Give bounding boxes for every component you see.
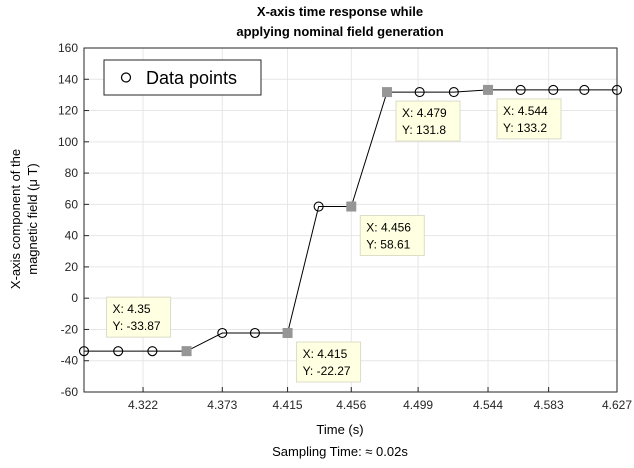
data-point-circle[interactable] [579,84,590,95]
datatip-box [359,215,425,257]
data-series [78,84,623,357]
y-tick-label: 160 [58,41,78,55]
y-tick-label: -40 [61,354,79,368]
y-tick-label: 100 [58,135,78,149]
data-point-circle[interactable] [78,346,90,357]
y-axis-ticks: 160 140 120 100 80 60 40 20 0 -20 -40 -60 [58,41,89,399]
x-tick-label: 4.627 [602,398,632,412]
y-tick-label: 80 [65,166,79,180]
data-point-circle[interactable] [147,346,158,357]
data-point-circle[interactable] [313,201,324,212]
y-tick-label: -20 [61,322,79,336]
y-tick-label: 120 [58,104,78,118]
axes-box [83,47,618,393]
data-point-circle[interactable] [448,87,459,98]
y-tick-label: 40 [65,229,79,243]
datatip-box [496,98,562,140]
x-tick-label: 4.583 [534,398,564,412]
datatip[interactable]: X: 4.479 Y: 131.8 [395,100,461,142]
y-tick-label: 20 [65,260,79,274]
data-point-square[interactable] [282,328,293,339]
x-axis-label: Time (s) [316,422,363,437]
datatip-x-label: X: 4.544 [503,104,548,118]
data-tips: X: 4.35 Y: -33.87 X: 4.415 Y: -22.27 X: 4.45… [106,98,562,383]
data-point-circle[interactable] [548,84,559,95]
x-tick-label: 4.322 [128,398,158,412]
x-tick-label: 4.456 [336,398,366,412]
datatip-y-label: Y: 131.8 [402,123,446,137]
datatip-x-label: X: 4.35 [113,302,151,316]
datatip-y-label: Y: 133.2 [503,121,547,135]
chart-title-line-1: X-axis time response while [257,4,423,19]
datatip-box [106,296,172,338]
datatip-y-label: Y: 58.61 [366,238,410,252]
data-point-square[interactable] [382,87,393,98]
x-tick-label: 4.373 [207,398,237,412]
legend-marker-circle-icon [120,72,132,83]
datatip-x-label: X: 4.456 [366,221,411,235]
y-axis-label-line-2: magnetic field (μ T) [25,163,40,275]
datatip-y-label: Y: -33.87 [113,319,161,333]
datatip-box [296,341,362,383]
y-tick-label: 140 [58,72,78,86]
datatip[interactable]: X: 4.456 Y: 58.61 [359,215,425,257]
datatip[interactable]: X: 4.544 Y: 133.2 [496,98,562,140]
x-axis-sublabel: Sampling Time: ≈ 0.02s [272,444,408,459]
y-tick-label: 60 [65,197,79,211]
x-tick-label: 4.544 [473,398,503,412]
datatip-box [395,100,461,142]
data-point-circle[interactable] [217,327,228,339]
y-tick-label: 0 [71,291,78,305]
datatip-y-label: Y: -22.27 [303,364,351,378]
y-axis-label-line-1: X-axis component of the [8,149,23,289]
data-point-circle[interactable] [414,87,425,98]
x-tick-label: 4.499 [403,398,433,412]
datatip-x-label: X: 4.479 [402,106,447,120]
datatip[interactable]: X: 4.35 Y: -33.87 [106,296,172,338]
data-point-circle[interactable] [113,346,124,357]
datatip[interactable]: X: 4.415 Y: -22.27 [296,341,362,383]
data-point-square[interactable] [181,346,192,357]
data-point-square[interactable] [346,201,357,212]
y-axis-label: X-axis component of the magnetic field (… [8,149,40,289]
data-point-circle[interactable] [515,84,526,95]
chart-title-line-2: applying nominal field generation [236,24,443,39]
datatip-x-label: X: 4.415 [303,347,348,361]
data-point-circle[interactable] [611,84,623,95]
legend: Data points [103,59,262,96]
y-tick-label: -60 [61,385,79,399]
x-tick-label: 4.415 [273,398,303,412]
x-axis-ticks: 4.322 4.373 4.415 4.456 4.499 4.544 4.583 4.627 [128,387,632,412]
legend-label: Data points [146,68,237,88]
data-point-square[interactable] [483,84,494,95]
data-point-circle[interactable] [249,327,260,339]
plot-area-frame [83,47,618,393]
